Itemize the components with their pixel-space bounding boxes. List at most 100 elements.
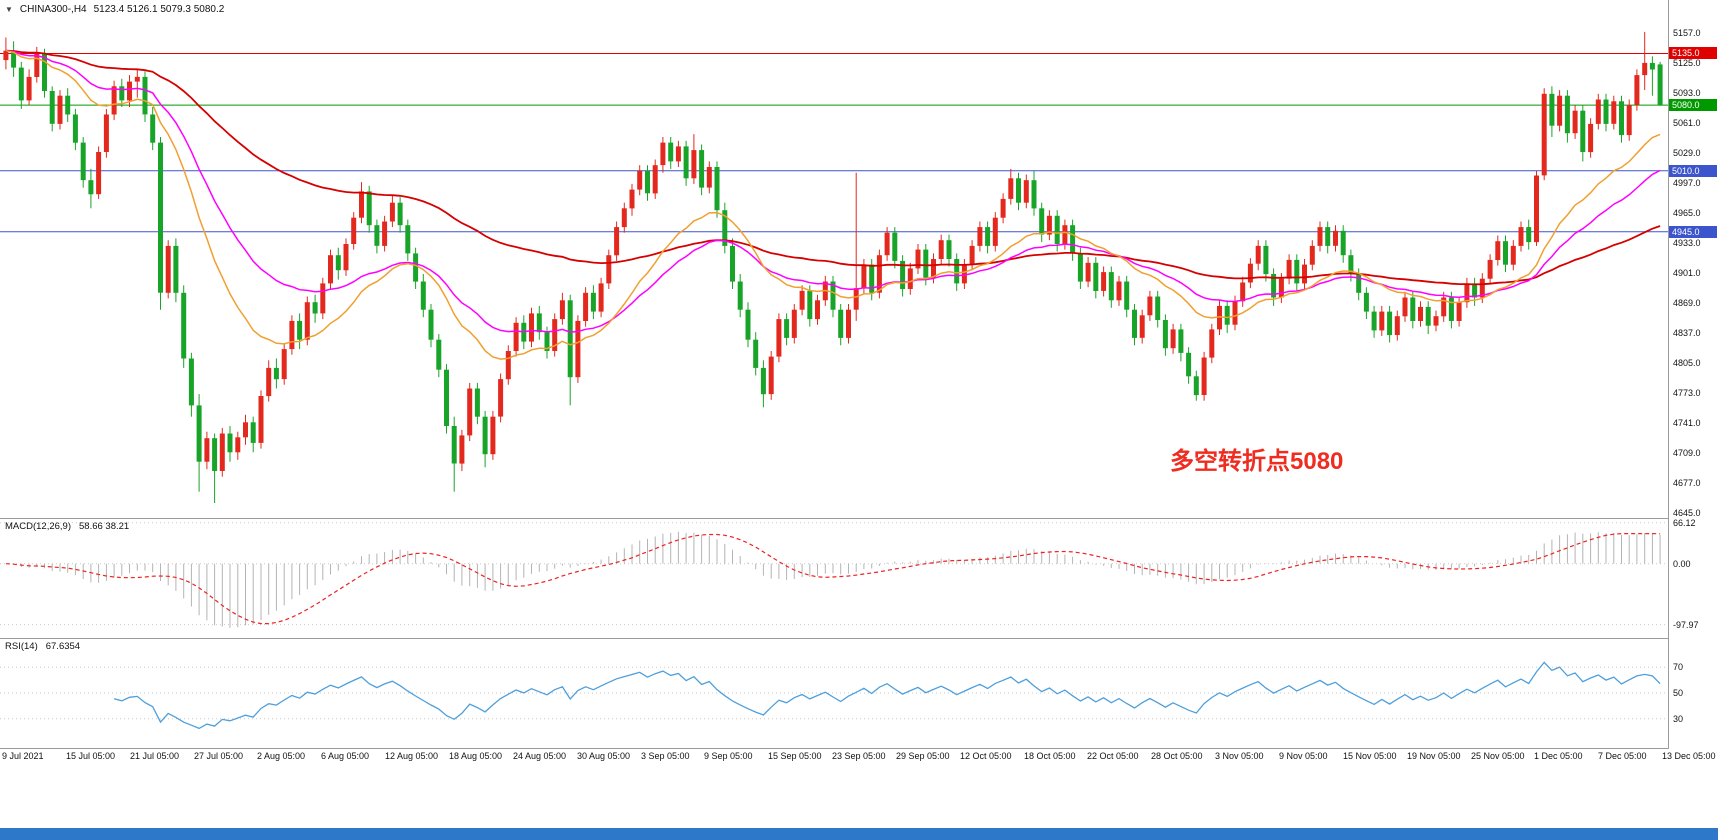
candle-body <box>830 281 836 310</box>
moving-average-line[interactable] <box>5 49 1661 360</box>
candle-body <box>838 309 844 338</box>
candle-body <box>737 281 743 310</box>
time-axis[interactable]: 9 Jul 2021 15 Jul 05:00 21 Jul 05:00 27 Jul… <box>0 751 1718 765</box>
price-tick-label: 4965.0 <box>1673 208 1701 218</box>
moving-average-line[interactable] <box>5 49 1661 286</box>
date-tick-label: 29 Sep 05:00 <box>896 751 950 761</box>
candle-body <box>243 422 248 438</box>
candle-body <box>420 281 426 310</box>
panel-separator[interactable] <box>0 518 1668 519</box>
candle-body <box>1379 311 1385 331</box>
candle-body <box>405 225 411 254</box>
candle-body <box>652 165 658 194</box>
rsi-tick-label: 50 <box>1673 688 1684 698</box>
macd-canvas[interactable] <box>0 519 1668 637</box>
candle-body <box>142 76 148 115</box>
candle-body <box>753 339 759 368</box>
macd-label-row: MACD(12,26,9) 58.66 38.21 <box>5 521 129 532</box>
candle-body <box>227 433 233 453</box>
candle-body <box>80 142 86 181</box>
candle-body <box>382 221 388 246</box>
candle-body <box>1387 311 1393 336</box>
candle-body <box>1479 278 1485 298</box>
candle-body <box>1046 215 1052 235</box>
candle-body <box>273 367 279 380</box>
price-tick-label: 5125.0 <box>1673 58 1701 68</box>
candle-body <box>807 290 813 320</box>
date-tick-label: 21 Jul 05:00 <box>130 751 180 761</box>
candle-body <box>444 369 449 426</box>
candle-body <box>188 358 194 406</box>
candle-body <box>1456 302 1462 321</box>
candle-body <box>513 322 519 351</box>
candle-body <box>1294 259 1300 284</box>
candle-body <box>289 320 295 350</box>
candle-body <box>297 320 303 340</box>
candle-body <box>1619 101 1624 136</box>
candle-body <box>1657 64 1663 105</box>
symbol-dropdown-icon[interactable]: ▼ <box>5 5 13 14</box>
price-tick-label: 4805.0 <box>1673 358 1701 368</box>
candle-body <box>791 309 797 338</box>
main-chart-canvas[interactable] <box>0 0 1668 518</box>
candle-body <box>1193 376 1199 396</box>
candle-body <box>1402 297 1408 317</box>
date-tick-label: 1 Dec 05:00 <box>1534 751 1583 761</box>
candle-body <box>150 114 156 143</box>
price-axis[interactable]: 5157.0 5125.0 5093.0 5061.0 5029.0 4997.0 4965… <box>1668 0 1718 749</box>
moving-average-line[interactable] <box>5 49 1661 333</box>
candle-body <box>158 142 163 293</box>
price-tick-label: 4773.0 <box>1673 388 1701 398</box>
candle-body <box>1302 264 1307 284</box>
candle-body <box>127 81 132 101</box>
candle-body <box>1425 306 1431 326</box>
candle-body <box>1170 329 1176 349</box>
candle-body <box>1333 230 1338 246</box>
candle-body <box>459 435 465 464</box>
candle-body <box>3 50 9 61</box>
candle-body <box>1255 245 1261 264</box>
bottom-scrollbar[interactable] <box>0 828 1718 840</box>
candle-body <box>884 232 890 256</box>
date-tick-label: 15 Nov 05:00 <box>1343 751 1397 761</box>
candle-body <box>26 76 32 101</box>
candle-body <box>1085 262 1091 282</box>
candle-body <box>1077 253 1083 282</box>
macd-tick-label: 0.00 <box>1673 559 1691 569</box>
candle-body <box>335 255 341 271</box>
candle-body <box>1232 301 1238 325</box>
candle-body <box>72 114 78 143</box>
candle-body <box>621 208 627 228</box>
macd-indicator-label: MACD(12,26,9) <box>5 521 71 532</box>
date-tick-label: 2 Aug 05:00 <box>257 751 306 761</box>
date-tick-label: 9 Jul 2021 <box>2 751 44 761</box>
candle-body <box>559 300 565 320</box>
candle-body <box>699 150 705 188</box>
candle-body <box>1472 283 1478 298</box>
candle-body <box>351 217 357 244</box>
panel-separator[interactable] <box>0 638 1668 639</box>
candle-body <box>1503 241 1508 265</box>
candle-body <box>730 245 735 282</box>
rsi-tick-label: 30 <box>1673 714 1684 724</box>
price-tick-label: 4645.0 <box>1673 508 1701 518</box>
annotation-text[interactable]: 多空转折点5080 <box>1170 448 1344 475</box>
candle-body <box>946 240 952 259</box>
candle-body <box>1363 292 1369 312</box>
candle-body <box>1340 230 1346 256</box>
rsi-canvas[interactable] <box>0 639 1668 747</box>
price-level-badge: 5135.0 <box>1669 47 1717 59</box>
candle-body <box>490 416 496 455</box>
candle-body <box>1464 283 1470 303</box>
candle-body <box>1348 255 1354 274</box>
price-tick-label: 4837.0 <box>1673 328 1701 338</box>
candle-body <box>320 283 326 314</box>
candle-body <box>1371 311 1377 331</box>
date-tick-label: 3 Sep 05:00 <box>641 751 690 761</box>
price-tick-label: 4709.0 <box>1673 448 1701 458</box>
date-tick-label: 6 Aug 05:00 <box>321 751 370 761</box>
candle-body <box>374 225 380 246</box>
candle-body <box>204 438 210 462</box>
candle-body <box>343 244 349 271</box>
ohlc-values: 5123.4 5126.1 5079.3 5080.2 <box>93 4 225 15</box>
